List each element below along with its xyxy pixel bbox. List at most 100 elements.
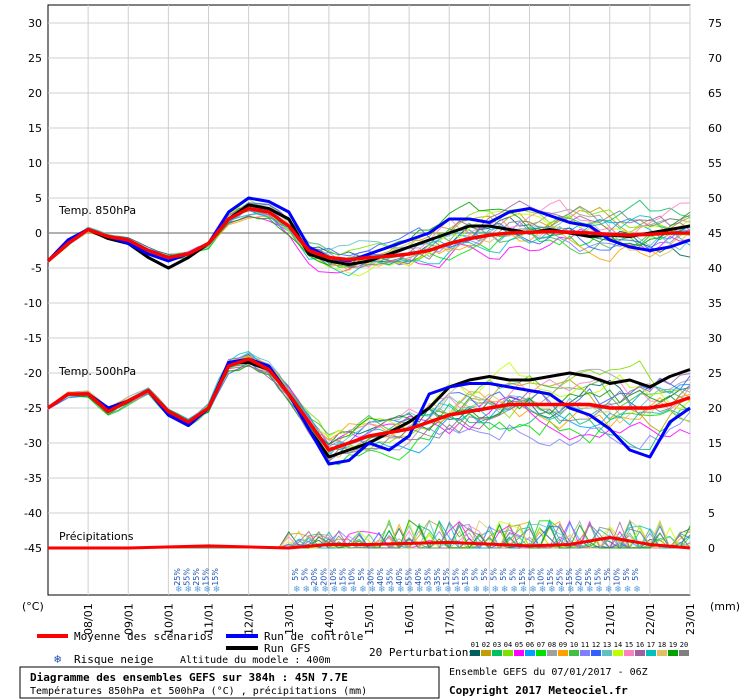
snowflake-icon: ❄ xyxy=(321,585,329,595)
control-line xyxy=(46,196,691,263)
perturbation-swatch xyxy=(657,650,667,656)
snowflake-icon: ❄ xyxy=(54,652,61,666)
y-right-tick: 20 xyxy=(708,402,722,415)
perturbation-swatch xyxy=(569,650,579,656)
snow-risk-value: 55% xyxy=(404,568,413,586)
snowflake-icon: ❄ xyxy=(378,585,386,595)
perturbation-id: 03 xyxy=(493,641,501,649)
snowflake-icon: ❄ xyxy=(454,585,462,595)
y-right-tick: 30 xyxy=(708,332,722,345)
x-date-labels: 08/01 09/01 10/01 11/01 12/01 13/01 14/01 15/01… xyxy=(82,603,697,635)
perturbation-id: 16 xyxy=(636,641,644,649)
perturbation-id: 18 xyxy=(658,641,666,649)
snowflake-icon: ❄ xyxy=(586,585,594,595)
snowflake-icon: ❄ xyxy=(184,585,192,595)
perturbation-color-key: 01 02 03 04 05 06 07 08 09 10 11 12 13 14 15 16 17 18 19 20 xyxy=(470,641,689,656)
perturbation-id: 19 xyxy=(669,641,677,649)
y-right-tick: 35 xyxy=(708,297,722,310)
snow-risk-value: 5% xyxy=(471,568,480,581)
y-right-tick: 55 xyxy=(708,157,722,170)
x-date-label: 10/01 xyxy=(162,603,175,635)
snow-risk-value: 5% xyxy=(357,568,366,581)
x-date-label: 11/01 xyxy=(203,603,216,635)
perturbation-id: 02 xyxy=(482,641,490,649)
y-left-tick: -45 xyxy=(24,542,42,555)
y-right-tick: 45 xyxy=(708,227,722,240)
legend-control-label: Run de contrôle xyxy=(264,630,363,643)
snow-risk-value: 10% xyxy=(329,568,338,586)
snowflake-icon: ❄ xyxy=(548,585,556,595)
snowflake-icon: ❄ xyxy=(369,585,377,595)
x-date-label: 12/01 xyxy=(243,603,256,635)
perturbation-swatch xyxy=(624,650,634,656)
snowflake-icon: ❄ xyxy=(444,585,452,595)
snowflake-icon: ❄ xyxy=(302,585,310,595)
snow-risk-value: 25% xyxy=(556,568,565,586)
snowflake-icon: ❄ xyxy=(567,585,575,595)
x-date-label: 17/01 xyxy=(443,603,456,635)
snow-risk-value: 5% xyxy=(508,568,517,581)
perturbation-id: 04 xyxy=(504,641,512,649)
y-right-tick: 0 xyxy=(708,542,715,555)
snow-risk-value: 40% xyxy=(376,568,385,586)
perturbation-id: 01 xyxy=(471,641,479,649)
perturbation-swatch xyxy=(514,650,524,656)
perturbation-line xyxy=(47,358,691,436)
perturbation-swatch xyxy=(525,650,535,656)
snow-risk-value: 35% xyxy=(423,568,432,586)
x-date-label: 08/01 xyxy=(82,603,95,635)
perturbation-id: 14 xyxy=(614,641,622,649)
snow-risk-value: 5% xyxy=(631,568,640,581)
x-date-label: 15/01 xyxy=(363,603,376,635)
snowflake-icon: ❄ xyxy=(529,585,537,595)
y-right-tick: 70 xyxy=(708,52,722,65)
precip-mean-line xyxy=(48,536,691,550)
perturbation-id: 10 xyxy=(570,641,578,649)
perturbation-id: 05 xyxy=(515,641,523,649)
x-date-label: 22/01 xyxy=(644,603,657,635)
perturbation-swatch xyxy=(602,650,612,656)
perturbation-id: 09 xyxy=(559,641,567,649)
y-left-tick: -35 xyxy=(24,472,42,485)
perturbation-swatch xyxy=(503,650,513,656)
y-left-tick: -40 xyxy=(24,507,42,520)
mean-line xyxy=(46,206,690,263)
y-right-tick: 50 xyxy=(708,192,722,205)
snowflake-icon: ❄ xyxy=(463,585,471,595)
copyright: Copyright 2017 Meteociel.fr xyxy=(449,684,628,697)
snowflake-icon: ❄ xyxy=(510,585,518,595)
snowflake-icon: ❄ xyxy=(605,585,613,595)
snow-risk-value: 20% xyxy=(310,568,319,586)
perturbation-swatch xyxy=(635,650,645,656)
x-date-label: 21/01 xyxy=(604,603,617,635)
snow-risk-value: 15% xyxy=(461,568,470,586)
perturbations-label: 20 Perturbations xyxy=(369,646,475,659)
perturbation-swatch xyxy=(668,650,678,656)
legend-snow-label: Risque neige xyxy=(74,653,153,666)
perturbation-id: 08 xyxy=(548,641,556,649)
y-left-unit: (°C) xyxy=(22,600,44,613)
perturbation-swatch xyxy=(679,650,689,656)
x-date-label: 09/01 xyxy=(122,603,135,635)
snowflake-icon: ❄ xyxy=(520,585,528,595)
x-date-label: 20/01 xyxy=(564,603,577,635)
snowflake-icon: ❄ xyxy=(397,585,405,595)
perturbation-swatch xyxy=(646,650,656,656)
perturbation-swatch xyxy=(558,650,568,656)
y-left-tick: -20 xyxy=(24,367,42,380)
run-info: Ensemble GEFS du 07/01/2017 - 06Z xyxy=(449,667,648,678)
snow-risk-value: 5% xyxy=(527,568,536,581)
y-right-tick: 75 xyxy=(708,17,722,30)
y-right-tick: 10 xyxy=(708,472,722,485)
y-left-tick: -10 xyxy=(24,297,42,310)
perturbation-id: 20 xyxy=(680,641,688,649)
snowflake-icon: ❄ xyxy=(624,585,632,595)
perturbation-id: 13 xyxy=(603,641,611,649)
t850-label: Temp. 850hPa xyxy=(58,204,136,217)
snow-risk-value: 15% xyxy=(442,568,451,586)
snow-risk-value: 10% xyxy=(612,568,621,586)
snow-risk-value: 15% xyxy=(452,568,461,586)
altitude-label: Altitude du modele : 400m xyxy=(180,655,331,666)
snow-risk-value: 15% xyxy=(518,568,527,586)
perturbation-id: 06 xyxy=(526,641,534,649)
